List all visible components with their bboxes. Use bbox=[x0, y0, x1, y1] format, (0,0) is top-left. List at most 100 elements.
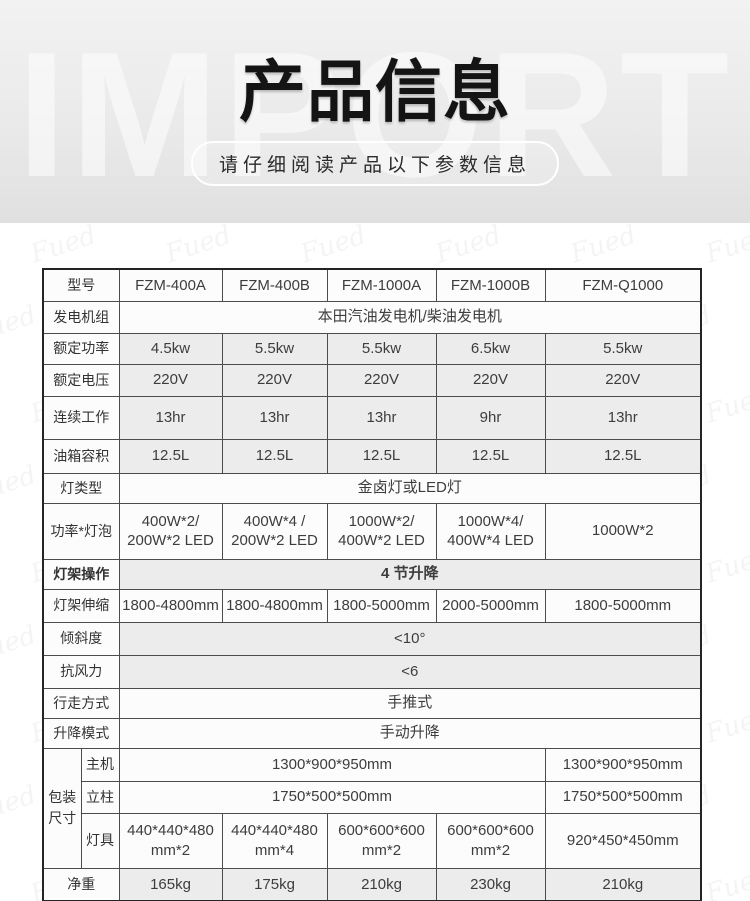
value-cell: 12.5L bbox=[435, 438, 546, 474]
value-cell: 400W*4 / 200W*2 LED bbox=[221, 502, 328, 560]
value-cell: 220V bbox=[118, 363, 223, 397]
value-cell: 1800-4800mm bbox=[221, 588, 328, 623]
row-label: 功率*灯泡 bbox=[42, 502, 120, 560]
value-cell: 440*440*480 mm*4 bbox=[221, 812, 328, 869]
table-row: 连续工作 13hr 13hr 13hr 9hr 13hr bbox=[42, 395, 702, 440]
squiggle-watermark: Fued bbox=[297, 220, 370, 270]
table-row: 灯架伸缩 1800-4800mm 1800-4800mm 1800-5000mm 200… bbox=[42, 588, 702, 623]
value-cell: <10° bbox=[118, 621, 702, 656]
squiggle-watermark: Fued bbox=[432, 220, 505, 270]
model-header-row: 型号 FZM-400A FZM-400B FZM-1000A FZM-1000B FZM-… bbox=[42, 268, 702, 302]
squiggle-watermark: Fued bbox=[162, 220, 235, 270]
value-cell: <6 bbox=[118, 654, 702, 689]
table-row: 立柱 1750*500*500mm 1750*500*500mm bbox=[43, 780, 702, 814]
value-cell: 13hr bbox=[221, 395, 328, 440]
value-cell: 12.5L bbox=[544, 438, 702, 474]
table-row: 倾斜度 <10° bbox=[42, 621, 702, 656]
value-cell: 6.5kw bbox=[435, 332, 546, 365]
value-cell: 1800-5000mm bbox=[326, 588, 437, 623]
row-label: 额定电压 bbox=[42, 363, 120, 397]
row-label: 灯类型 bbox=[42, 472, 120, 504]
value-cell: 12.5L bbox=[118, 438, 223, 474]
value-cell: 1750*500*500mm bbox=[118, 780, 546, 814]
header-banner: IMPORT 产品信息 请仔细阅读产品以下参数信息 bbox=[0, 0, 750, 223]
value-cell: 12.5L bbox=[221, 438, 328, 474]
value-cell: 13hr bbox=[118, 395, 223, 440]
value-cell: 4.5kw bbox=[118, 332, 223, 365]
value-cell: 220V bbox=[221, 363, 328, 397]
value-cell: 手动升降 bbox=[118, 717, 702, 749]
table-row: 升降模式 手动升降 bbox=[42, 717, 702, 749]
row-label: 油箱容积 bbox=[42, 438, 120, 474]
spec-table-body: 型号 FZM-400A FZM-400B FZM-1000A FZM-1000B FZM-… bbox=[42, 268, 702, 901]
value-cell: 本田汽油发电机/柴油发电机 bbox=[118, 300, 702, 334]
row-label: 抗风力 bbox=[42, 654, 120, 689]
row-label: 发电机组 bbox=[42, 300, 120, 334]
row-label: 灯架操作 bbox=[42, 558, 120, 590]
row-label: 额定功率 bbox=[42, 332, 120, 365]
row-label: 立柱 bbox=[80, 780, 120, 814]
row-label: 灯架伸缩 bbox=[42, 588, 120, 623]
value-cell: 手推式 bbox=[118, 687, 702, 719]
table-row: 额定功率 4.5kw 5.5kw 5.5kw 6.5kw 5.5kw bbox=[42, 332, 702, 365]
value-cell: 1300*900*950mm bbox=[544, 747, 702, 782]
row-label: 灯具 bbox=[80, 812, 120, 869]
page-title: 产品信息 bbox=[239, 55, 511, 130]
squiggle-watermark: Fued bbox=[567, 220, 640, 270]
value-cell: 440*440*480 mm*2 bbox=[118, 812, 223, 869]
value-cell: 1750*500*500mm bbox=[544, 780, 702, 814]
value-cell: 1800-4800mm bbox=[118, 588, 223, 623]
value-cell: 210kg bbox=[326, 867, 437, 901]
import-watermark-text: IMPORT bbox=[16, 15, 734, 214]
squiggle-watermark: Fued bbox=[702, 220, 750, 270]
value-cell: 220V bbox=[326, 363, 437, 397]
value-cell: 1300*900*950mm bbox=[118, 747, 546, 782]
table-row: 发电机组 本田汽油发电机/柴油发电机 bbox=[42, 300, 702, 334]
value-cell: 5.5kw bbox=[326, 332, 437, 365]
value-cell: 600*600*600 mm*2 bbox=[435, 812, 546, 869]
value-cell: 920*450*450mm bbox=[544, 812, 702, 869]
value-cell: 13hr bbox=[326, 395, 437, 440]
row-label: 升降模式 bbox=[42, 717, 120, 749]
model-header-cell: FZM-1000B bbox=[435, 268, 546, 302]
value-cell: 230kg bbox=[435, 867, 546, 901]
value-cell: 220V bbox=[544, 363, 702, 397]
value-cell: 1000W*4/ 400W*4 LED bbox=[435, 502, 546, 560]
group-label: 包装 尺寸 bbox=[42, 747, 82, 869]
subtitle-pill: 请仔细阅读产品以下参数信息 bbox=[190, 140, 559, 186]
table-row: 净重 165kg 175kg 210kg 230kg 210kg bbox=[42, 867, 702, 901]
model-header-cell: FZM-400B bbox=[221, 268, 328, 302]
spec-table: 型号 FZM-400A FZM-400B FZM-1000A FZM-1000B FZM-… bbox=[42, 268, 702, 901]
row-label: 倾斜度 bbox=[42, 621, 120, 656]
value-cell: 5.5kw bbox=[544, 332, 702, 365]
value-cell: 5.5kw bbox=[221, 332, 328, 365]
row-label: 净重 bbox=[42, 867, 120, 901]
value-cell: 金卤灯或LED灯 bbox=[118, 472, 702, 504]
model-header-cell: FZM-Q1000 bbox=[544, 268, 702, 302]
table-row: 包装 尺寸 主机 1300*900*950mm 1300*900*950mm bbox=[42, 747, 702, 869]
corner-label: 型号 bbox=[42, 268, 120, 302]
value-cell: 175kg bbox=[221, 867, 328, 901]
value-cell: 400W*2/ 200W*2 LED bbox=[118, 502, 223, 560]
model-header-cell: FZM-400A bbox=[118, 268, 223, 302]
value-cell: 4 节升降 bbox=[118, 558, 702, 590]
value-cell: 1000W*2 bbox=[544, 502, 702, 560]
model-header-cell: FZM-1000A bbox=[326, 268, 437, 302]
row-label: 连续工作 bbox=[42, 395, 120, 440]
subtitle-text: 请仔细阅读产品以下参数信息 bbox=[218, 154, 531, 176]
value-cell: 12.5L bbox=[326, 438, 437, 474]
table-row: 灯类型 金卤灯或LED灯 bbox=[42, 472, 702, 504]
value-cell: 1000W*2/ 400W*2 LED bbox=[326, 502, 437, 560]
table-row: 抗风力 <6 bbox=[42, 654, 702, 689]
table-row: 灯具 440*440*480 mm*2 440*440*480 mm*4 600*60… bbox=[43, 812, 702, 869]
table-row: 灯架操作 4 节升降 bbox=[42, 558, 702, 590]
table-row: 功率*灯泡 400W*2/ 200W*2 LED 400W*4 / 200W*2 L… bbox=[42, 502, 702, 560]
table-row: 额定电压 220V 220V 220V 220V 220V bbox=[42, 363, 702, 397]
row-label: 主机 bbox=[80, 747, 120, 782]
value-cell: 220V bbox=[435, 363, 546, 397]
row-label: 行走方式 bbox=[42, 687, 120, 719]
spec-table-section: 型号 FZM-400A FZM-400B FZM-1000A FZM-1000B FZM-… bbox=[0, 268, 750, 901]
value-cell: 165kg bbox=[118, 867, 223, 901]
value-cell: 2000-5000mm bbox=[435, 588, 546, 623]
